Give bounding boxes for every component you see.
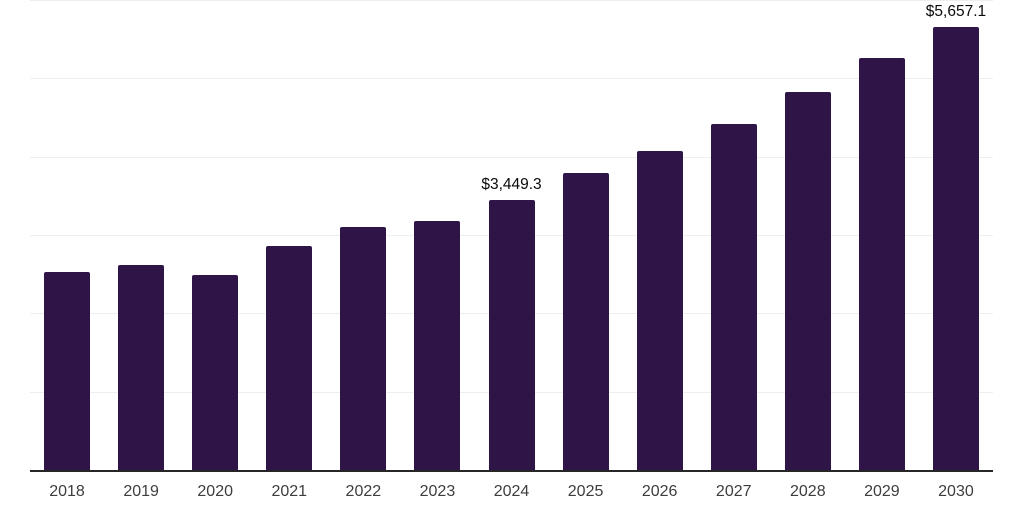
plot-area: $3,449.3 $5,657.1 — [30, 0, 993, 472]
x-tick-label-2024: 2024 — [493, 483, 530, 500]
bar-2019 — [118, 265, 165, 470]
x-tick-label-2019: 2019 — [123, 483, 159, 500]
bar-2023 — [414, 220, 461, 470]
bar-2022 — [340, 227, 387, 470]
bar-2025 — [562, 172, 609, 470]
gridline-4000 — [30, 156, 993, 158]
x-tick-label-2029: 2029 — [864, 483, 900, 500]
bar-2021 — [266, 245, 313, 470]
bar-2020 — [192, 275, 239, 470]
x-tick-label-2021: 2021 — [271, 483, 308, 500]
data-label-2024: $3,449.3 — [481, 175, 542, 193]
gridline-5000 — [30, 78, 993, 80]
bar-2030 — [932, 26, 979, 470]
x-tick-label-2023: 2023 — [419, 483, 456, 500]
bar-2028 — [784, 91, 831, 470]
bar-2026 — [636, 151, 683, 470]
bar-2027 — [710, 124, 757, 470]
x-tick-label-2025: 2025 — [567, 483, 604, 500]
data-label-2030: $5,657.1 — [925, 2, 987, 20]
x-tick-label-2020: 2020 — [197, 483, 233, 500]
x-tick-label-2027: 2027 — [715, 483, 752, 500]
x-tick-label-2026: 2026 — [641, 483, 678, 500]
x-tick-label-2028: 2028 — [790, 483, 826, 500]
bar-2024 — [488, 199, 535, 470]
gridline-6000 — [30, 0, 993, 1]
bar-2029 — [858, 57, 905, 470]
bar-2018 — [44, 271, 91, 470]
x-tick-label-2022: 2022 — [345, 483, 382, 500]
x-tick-label-2030: 2030 — [938, 483, 974, 500]
x-tick-label-2018: 2018 — [49, 483, 85, 500]
